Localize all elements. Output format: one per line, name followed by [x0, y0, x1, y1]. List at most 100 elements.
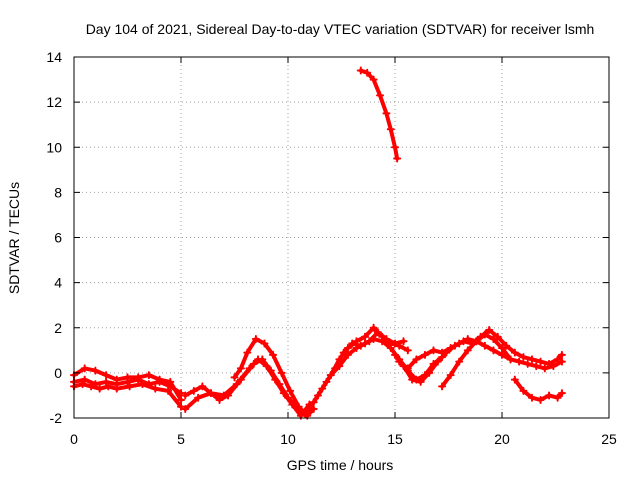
- data-point: [391, 350, 399, 359]
- data-point: [416, 377, 425, 386]
- data-point: [260, 339, 269, 348]
- data-point: [502, 341, 511, 350]
- data-point: [134, 373, 143, 382]
- data-point: [545, 391, 554, 400]
- data-point: [224, 391, 233, 400]
- x-axis-label: GPS time / hours: [287, 457, 394, 473]
- y-tick-label: 6: [54, 230, 62, 246]
- series-arc-11: [397, 337, 564, 371]
- data-point: [198, 382, 207, 391]
- data-point: [322, 377, 331, 386]
- data-point: [369, 75, 378, 84]
- chart-title: Day 104 of 2021, Sidereal Day-to-day VTE…: [86, 21, 595, 37]
- data-point: [313, 391, 322, 400]
- data-point: [433, 357, 442, 366]
- data-point: [144, 371, 153, 380]
- data-point: [498, 350, 506, 359]
- data-point: [284, 393, 292, 402]
- data-point: [540, 364, 549, 373]
- data-point: [112, 375, 121, 384]
- data-point: [236, 364, 245, 373]
- data-point: [123, 373, 132, 382]
- data-point: [181, 404, 190, 413]
- data-point: [277, 368, 286, 377]
- data-point: [498, 344, 506, 353]
- data-point: [438, 348, 447, 357]
- x-tick-label: 10: [280, 431, 296, 447]
- x-tick-label: 0: [70, 431, 78, 447]
- series-arc-5: [183, 357, 308, 416]
- data-point: [549, 362, 558, 371]
- data-point: [363, 68, 372, 77]
- data-point: [343, 350, 352, 359]
- y-tick-label: 4: [54, 275, 62, 291]
- y-tick-label: -2: [50, 410, 63, 426]
- data-point: [78, 380, 87, 389]
- data-point: [510, 348, 519, 357]
- data-point: [557, 357, 566, 366]
- series-arc-3: [72, 382, 183, 409]
- data-point: [506, 355, 515, 364]
- data-point: [446, 371, 455, 380]
- data-point: [155, 375, 164, 384]
- data-point: [102, 377, 111, 386]
- data-point: [472, 337, 481, 346]
- y-axis-label: SDTVAR / TECUs: [6, 182, 22, 294]
- data-point: [206, 389, 215, 398]
- data-point: [275, 380, 284, 389]
- data-point: [527, 355, 536, 364]
- data-point: [403, 364, 412, 373]
- y-tick-label: 12: [46, 94, 62, 110]
- x-tick-label: 5: [177, 431, 185, 447]
- data-point: [294, 402, 303, 411]
- data-point: [301, 409, 310, 418]
- data-point: [356, 66, 365, 75]
- y-tick-label: 2: [54, 320, 62, 336]
- data-point: [138, 380, 147, 389]
- data-point: [215, 395, 224, 404]
- data-point: [485, 326, 494, 335]
- y-tick-label: 10: [46, 139, 62, 155]
- data-point: [87, 382, 96, 391]
- data-point: [391, 339, 399, 348]
- data-point: [399, 337, 408, 346]
- data-point: [361, 339, 370, 348]
- data-point: [166, 377, 175, 386]
- x-tick-label: 25: [601, 431, 617, 447]
- data-point: [269, 350, 278, 359]
- data-point: [515, 357, 524, 366]
- data-point: [230, 373, 239, 382]
- data-point: [446, 344, 455, 353]
- data-point: [553, 355, 562, 364]
- data-point: [393, 154, 402, 163]
- data-point: [378, 337, 387, 346]
- x-tick-label: 20: [494, 431, 510, 447]
- data-point: [536, 395, 545, 404]
- data-point: [326, 371, 335, 380]
- data-point: [489, 346, 498, 355]
- data-point: [391, 143, 399, 152]
- data-point: [532, 362, 541, 371]
- data-point: [189, 386, 198, 395]
- data-point: [438, 382, 447, 391]
- data-point: [258, 355, 267, 364]
- data-point: [429, 346, 438, 355]
- data-point: [420, 350, 429, 359]
- data-point: [251, 335, 260, 344]
- data-point: [425, 368, 434, 377]
- data-point: [536, 357, 545, 366]
- data-point: [266, 366, 275, 375]
- data-point: [455, 339, 464, 348]
- data-point: [95, 384, 104, 393]
- data-point: [510, 375, 519, 384]
- data-point: [382, 335, 391, 344]
- data-point: [305, 404, 314, 413]
- data-point: [480, 330, 489, 339]
- data-point: [527, 393, 536, 402]
- data-point: [480, 341, 489, 350]
- data-point: [339, 348, 348, 357]
- data-point: [125, 382, 134, 391]
- data-point: [382, 109, 391, 118]
- data-point: [177, 402, 185, 411]
